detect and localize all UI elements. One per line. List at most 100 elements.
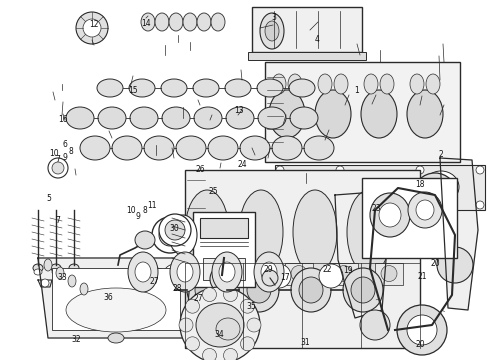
- Text: 19: 19: [343, 266, 353, 275]
- Ellipse shape: [176, 136, 206, 160]
- Text: 35: 35: [246, 302, 256, 311]
- Text: 15: 15: [128, 86, 138, 95]
- Ellipse shape: [163, 264, 187, 288]
- Ellipse shape: [327, 171, 363, 203]
- Ellipse shape: [290, 107, 318, 129]
- Ellipse shape: [212, 252, 242, 292]
- Text: 4: 4: [315, 35, 320, 44]
- Bar: [203, 258, 245, 280]
- Ellipse shape: [52, 269, 60, 275]
- Ellipse shape: [180, 287, 260, 360]
- Ellipse shape: [336, 166, 344, 174]
- Ellipse shape: [159, 214, 191, 246]
- Text: 23: 23: [371, 204, 381, 212]
- Text: 9: 9: [136, 212, 141, 220]
- Ellipse shape: [254, 252, 284, 292]
- Ellipse shape: [208, 136, 238, 160]
- Ellipse shape: [289, 79, 315, 97]
- Bar: [252, 7, 362, 52]
- Ellipse shape: [291, 266, 307, 282]
- Ellipse shape: [262, 270, 278, 286]
- Text: 5: 5: [47, 194, 51, 203]
- Ellipse shape: [162, 107, 190, 129]
- Ellipse shape: [304, 136, 334, 160]
- Ellipse shape: [216, 318, 240, 340]
- Text: 7: 7: [55, 216, 60, 225]
- Text: 21: 21: [417, 272, 427, 281]
- Ellipse shape: [223, 348, 238, 360]
- Text: 3: 3: [271, 13, 276, 22]
- Text: 22: 22: [322, 265, 332, 274]
- Text: 16: 16: [58, 115, 68, 124]
- Ellipse shape: [98, 107, 126, 129]
- Ellipse shape: [51, 264, 61, 272]
- Ellipse shape: [80, 136, 110, 160]
- Text: 10: 10: [126, 206, 136, 215]
- Ellipse shape: [380, 74, 394, 94]
- Ellipse shape: [169, 13, 183, 31]
- Ellipse shape: [379, 203, 401, 227]
- Ellipse shape: [247, 277, 271, 303]
- Ellipse shape: [219, 262, 235, 282]
- Ellipse shape: [152, 217, 188, 253]
- Text: 12: 12: [89, 20, 99, 29]
- Ellipse shape: [239, 268, 279, 312]
- Ellipse shape: [351, 277, 375, 303]
- Ellipse shape: [407, 90, 443, 138]
- Ellipse shape: [112, 136, 142, 160]
- Ellipse shape: [347, 190, 391, 274]
- Ellipse shape: [272, 74, 286, 94]
- Ellipse shape: [276, 201, 284, 209]
- Ellipse shape: [288, 74, 302, 94]
- Ellipse shape: [343, 268, 383, 312]
- Ellipse shape: [135, 231, 155, 249]
- Ellipse shape: [194, 107, 222, 129]
- Text: 6: 6: [62, 140, 67, 149]
- Ellipse shape: [336, 201, 344, 209]
- Ellipse shape: [195, 277, 219, 303]
- Ellipse shape: [193, 79, 219, 97]
- Ellipse shape: [476, 166, 484, 174]
- Bar: [275, 165, 485, 210]
- Ellipse shape: [360, 310, 390, 340]
- Ellipse shape: [408, 192, 442, 228]
- Ellipse shape: [68, 275, 76, 287]
- Ellipse shape: [291, 268, 331, 312]
- Polygon shape: [440, 158, 478, 310]
- Ellipse shape: [48, 158, 68, 178]
- Bar: [265, 62, 460, 162]
- Ellipse shape: [381, 266, 397, 282]
- Ellipse shape: [413, 173, 457, 217]
- Text: 8: 8: [142, 206, 147, 215]
- Ellipse shape: [225, 79, 251, 97]
- Ellipse shape: [375, 171, 411, 203]
- Ellipse shape: [299, 277, 323, 303]
- Ellipse shape: [269, 90, 305, 138]
- Text: 31: 31: [300, 338, 310, 347]
- Text: 11: 11: [147, 202, 157, 211]
- Ellipse shape: [183, 13, 197, 31]
- Ellipse shape: [76, 12, 108, 44]
- Ellipse shape: [41, 279, 49, 287]
- Text: 24: 24: [238, 161, 247, 170]
- Text: 20: 20: [430, 259, 440, 268]
- Ellipse shape: [56, 267, 64, 279]
- Ellipse shape: [241, 299, 254, 313]
- Ellipse shape: [276, 166, 284, 174]
- Ellipse shape: [241, 337, 254, 351]
- Text: 32: 32: [71, 335, 81, 343]
- Ellipse shape: [334, 74, 348, 94]
- Ellipse shape: [361, 90, 397, 138]
- Text: 13: 13: [234, 107, 244, 116]
- Ellipse shape: [426, 74, 440, 94]
- Ellipse shape: [246, 266, 262, 282]
- Ellipse shape: [239, 190, 283, 274]
- Text: 14: 14: [141, 19, 151, 28]
- Ellipse shape: [410, 74, 424, 94]
- Ellipse shape: [201, 266, 217, 282]
- Ellipse shape: [240, 136, 270, 160]
- Text: 34: 34: [215, 330, 224, 339]
- Ellipse shape: [80, 283, 88, 295]
- Ellipse shape: [144, 136, 174, 160]
- Ellipse shape: [215, 272, 229, 286]
